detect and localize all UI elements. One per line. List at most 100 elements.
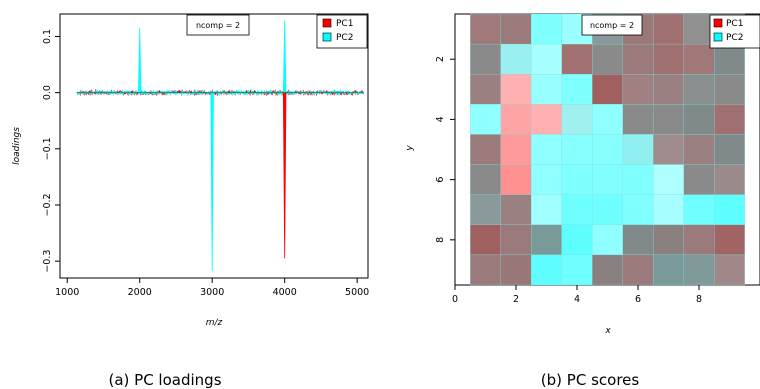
- heatmap-cell: [683, 224, 715, 256]
- heatmap-cell: [683, 254, 715, 286]
- heatmap-cell: [500, 254, 532, 286]
- heatmap-cell: [653, 134, 684, 165]
- scores-legend-swatch-pc2: [713, 32, 723, 42]
- heatmap-cell: [622, 164, 654, 195]
- heatmap-cell: [653, 164, 684, 195]
- heatmap-cell: [470, 74, 501, 105]
- heatmap-cell: [531, 13, 562, 45]
- scores-y-tick-label: 8: [435, 237, 446, 243]
- scores-caption: (b) PC scores: [541, 371, 640, 389]
- loadings-legend: PC1 PC2: [316, 14, 368, 49]
- heatmap-cell: [683, 134, 715, 165]
- loadings-y-tick-label: −0.2: [42, 193, 53, 216]
- heatmap-cell: [714, 43, 745, 75]
- heatmap-cell: [592, 104, 623, 135]
- loadings-legend-label-pc2: PC2: [336, 33, 353, 43]
- heatmap-cell: [714, 74, 745, 105]
- heatmap-cell: [561, 254, 593, 286]
- scores-legend: PC1 PC2: [709, 14, 760, 49]
- loadings-panel: 1000 2000 3000 4000 5000 0.10.0−0.1−0.2−0.3 …: [12, 13, 369, 389]
- scores-ylabel: y: [405, 145, 415, 152]
- heatmap-cell: [500, 43, 532, 75]
- heatmap-cell: [622, 43, 654, 75]
- heatmap-cell: [683, 104, 715, 135]
- heatmap-cell: [561, 224, 593, 256]
- heatmap-cell: [592, 74, 623, 105]
- scores-y-tick-label: 4: [435, 116, 446, 122]
- loadings-plot-frame: [59, 13, 369, 279]
- loadings-y-tick-label: 0.0: [42, 85, 53, 100]
- heatmap-cell: [561, 164, 593, 195]
- heatmap-cell: [622, 134, 654, 165]
- heatmap-cell: [622, 224, 654, 256]
- heatmap-cell: [500, 224, 532, 256]
- heatmap-cell: [653, 254, 684, 286]
- heatmap-cell: [714, 104, 745, 135]
- scores-x-tick-label: 2: [513, 294, 519, 305]
- loadings-y-tick-label: 0.1: [42, 29, 53, 44]
- loadings-y-tick-label: −0.3: [42, 250, 53, 273]
- heatmap-cell: [653, 13, 684, 45]
- loadings-ncomp-badge-box: [186, 14, 250, 36]
- heatmap-cell: [622, 74, 654, 105]
- loadings-x-tick-label: 3000: [200, 287, 224, 298]
- heatmap-cell: [500, 74, 532, 105]
- heatmap-cell: [531, 104, 562, 135]
- loadings-x-tick-label: 4000: [273, 287, 297, 298]
- heatmap-cell: [714, 164, 745, 195]
- heatmap-cell: [592, 134, 623, 165]
- heatmap-cell: [653, 224, 684, 256]
- heatmap-cell: [531, 224, 562, 256]
- heatmap-cell: [622, 254, 654, 286]
- heatmap-cell: [561, 194, 593, 225]
- loadings-x-ticks: 1000 2000 3000 4000 5000: [55, 278, 369, 298]
- loadings-y-ticks: 0.1 0.0 −0.1 −0.2 −0.3: [42, 29, 60, 273]
- heatmap-cell: [470, 194, 501, 225]
- loadings-xlabel: m/z: [206, 318, 223, 328]
- scores-y-tick-label: 6: [435, 177, 446, 183]
- scores-legend-label-pc1: PC1: [726, 19, 743, 29]
- scores-y-tick-label: 2: [435, 56, 446, 62]
- heatmap-cell: [531, 74, 562, 105]
- heatmap-cell: [653, 43, 684, 75]
- loadings-ncomp-badge: ncomp = 2: [196, 21, 240, 30]
- loadings-legend-swatch-pc2: [322, 32, 332, 42]
- heatmap-cell: [561, 134, 593, 165]
- heatmap-cell: [470, 224, 501, 256]
- heatmap-cell: [714, 224, 745, 256]
- heatmap-cell: [561, 104, 593, 135]
- heatmap-cell: [714, 194, 745, 225]
- loadings-legend-label-pc1: PC1: [336, 19, 353, 29]
- heatmap-cell: [531, 134, 562, 165]
- heatmap-cell: [500, 194, 532, 225]
- heatmap-cell: [561, 74, 593, 105]
- scores-x-tick-label: 0: [452, 294, 458, 305]
- loadings-x-tick-label: 5000: [345, 287, 369, 298]
- heatmap-cell: [683, 43, 715, 75]
- scores-heatmap: [470, 13, 745, 286]
- scores-panel: 0 2 4 6 8 2 4 6 8 x y ncomp = 2 PC1 PC2 (b) PC …: [405, 13, 760, 389]
- loadings-series-group: [76, 20, 365, 272]
- loadings-legend-swatch-pc1: [322, 18, 332, 28]
- loadings-caption: (a) PC loadings: [108, 371, 221, 389]
- heatmap-cell: [714, 134, 745, 165]
- heatmap-cell: [592, 194, 623, 225]
- heatmap-cell: [622, 194, 654, 225]
- heatmap-cell: [592, 224, 623, 256]
- heatmap-cell: [500, 13, 532, 45]
- heatmap-cell: [683, 74, 715, 105]
- heatmap-cell: [470, 104, 501, 135]
- heatmap-cell: [531, 164, 562, 195]
- heatmap-cell: [470, 43, 501, 75]
- loadings-x-tick-label: 2000: [128, 287, 152, 298]
- scores-ncomp-badge: ncomp = 2: [590, 21, 634, 30]
- scores-legend-label-pc2: PC2: [726, 33, 743, 43]
- heatmap-cell: [500, 164, 532, 195]
- heatmap-cell: [683, 164, 715, 195]
- heatmap-cell: [653, 74, 684, 105]
- loadings-x-tick-label: 1000: [55, 287, 79, 298]
- scores-x-ticks: 0 2 4 6 8: [452, 285, 702, 305]
- heatmap-cell: [500, 134, 532, 165]
- heatmap-cell: [470, 164, 501, 195]
